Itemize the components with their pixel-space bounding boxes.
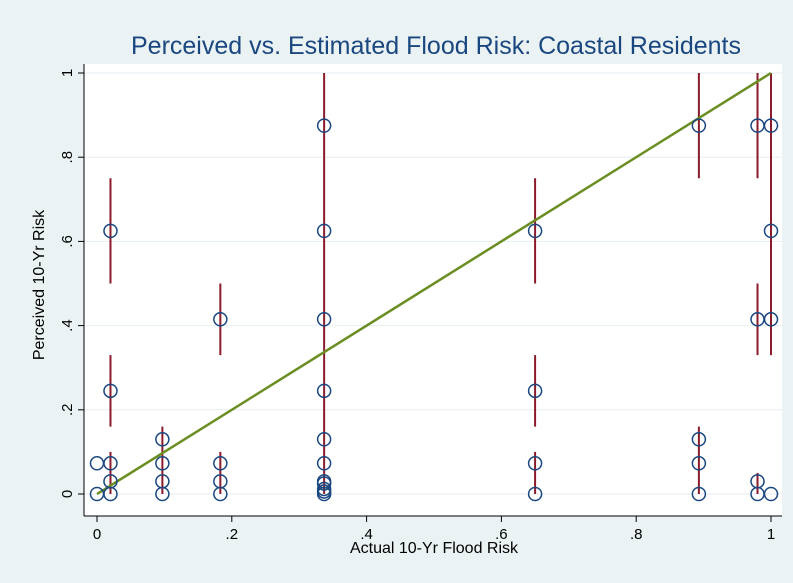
axes bbox=[83, 64, 782, 517]
x-tick-label: .2 bbox=[226, 526, 239, 543]
scatter-point bbox=[103, 456, 118, 471]
y-tick-label: .4 bbox=[59, 319, 76, 332]
scatter-point bbox=[763, 312, 779, 327]
y-tick-label: .2 bbox=[59, 404, 76, 417]
scatter-point bbox=[316, 223, 332, 239]
reference-line bbox=[96, 71, 772, 496]
tick-marks: 0 .2 .4 .6 .8 1 0 .2 .4 .6 .8 1 bbox=[59, 69, 775, 543]
scatter-point bbox=[316, 312, 332, 327]
scatter-point bbox=[316, 118, 332, 133]
scatter-point bbox=[155, 432, 170, 447]
scatter-point bbox=[527, 486, 543, 502]
y-tick-label: 1 bbox=[59, 69, 76, 77]
reference-line-layer bbox=[96, 71, 772, 496]
scatter-point bbox=[316, 481, 332, 497]
y-tick-label: 0 bbox=[59, 490, 76, 498]
scatter-point bbox=[527, 456, 543, 471]
scatter-point bbox=[213, 312, 228, 327]
scatter-point bbox=[763, 223, 779, 239]
error-bars bbox=[109, 73, 772, 494]
scatter-point bbox=[213, 456, 228, 471]
scatter-point bbox=[750, 474, 765, 489]
y-tick-label: .6 bbox=[59, 235, 76, 248]
y-tick-label: .8 bbox=[59, 151, 76, 164]
scatter-point bbox=[213, 474, 228, 489]
scatter-point bbox=[527, 383, 543, 399]
gridlines bbox=[84, 72, 782, 495]
x-tick-label: 1 bbox=[767, 526, 775, 543]
x-axis-label: Actual 10-Yr Flood Risk bbox=[350, 540, 519, 557]
scatter-point bbox=[691, 486, 707, 502]
scatter-point bbox=[316, 383, 332, 399]
x-tick-label: .8 bbox=[630, 526, 643, 543]
y-axis-label: Perceived 10-Yr Risk bbox=[31, 209, 48, 360]
scatter-point bbox=[691, 432, 707, 447]
scatter-point bbox=[103, 223, 118, 239]
x-tick-label: 0 bbox=[93, 526, 101, 543]
scatter-point bbox=[763, 118, 779, 133]
scatter-point bbox=[763, 486, 779, 502]
scatter-point bbox=[103, 474, 118, 489]
scatter-points bbox=[89, 118, 779, 502]
scatter-point bbox=[103, 383, 118, 399]
scatter-point bbox=[316, 474, 332, 489]
scatter-point bbox=[316, 456, 332, 471]
scatter-point bbox=[527, 223, 543, 239]
chart-title: Perceived vs. Estimated Flood Risk: Coas… bbox=[131, 32, 741, 60]
x-tick-label: .6 bbox=[495, 526, 508, 543]
scatter-point bbox=[155, 456, 170, 471]
x-tick-label: .4 bbox=[360, 526, 373, 543]
scatter-point bbox=[155, 474, 170, 489]
scatter-point bbox=[316, 432, 332, 447]
scatter-point bbox=[691, 456, 707, 471]
scatter-point bbox=[691, 118, 707, 133]
